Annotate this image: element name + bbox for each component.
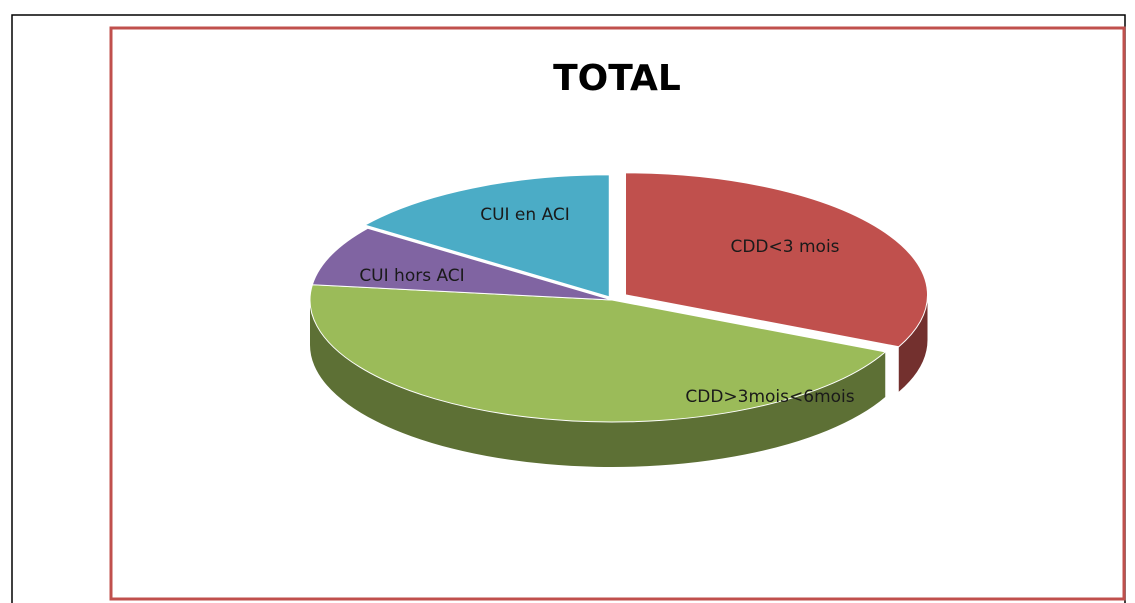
slice	[311, 227, 613, 301]
slice-side	[898, 294, 928, 392]
slice-label: CDD<3 mois	[730, 237, 839, 257]
slice-label: CUI hors ACI	[359, 266, 464, 286]
slice	[625, 172, 928, 348]
slice-label: CUI en ACI	[480, 205, 570, 225]
slice	[309, 284, 887, 423]
slice-side	[310, 300, 886, 467]
chart-title: TOTAL	[553, 58, 681, 99]
slice	[363, 174, 610, 298]
slice-label: CDD>3mois<6mois	[685, 387, 854, 407]
